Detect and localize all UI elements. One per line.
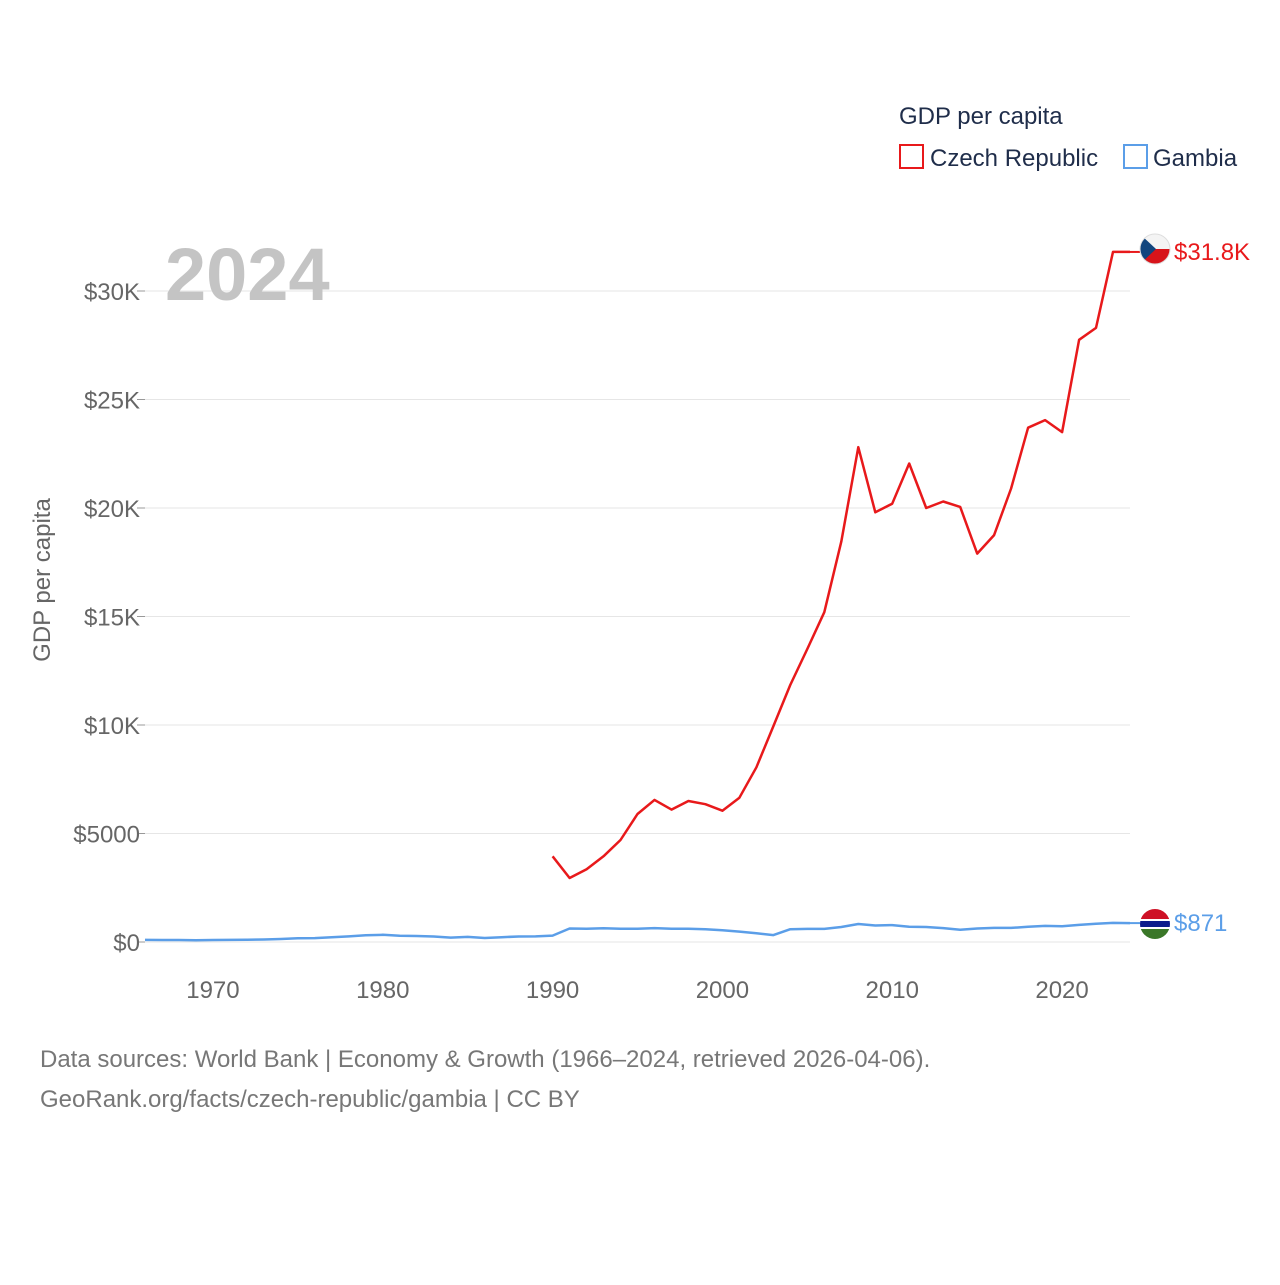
y-tick-label: $25K: [84, 388, 140, 415]
x-tick-label: 2020: [1035, 977, 1088, 1004]
y-tick-label: $15K: [84, 605, 140, 632]
x-tick-label: 2000: [696, 977, 749, 1004]
y-tick-label: $0: [113, 930, 140, 957]
legend-title: GDP per capita: [899, 103, 1063, 130]
y-tick-label: $30K: [84, 279, 140, 306]
end-value-label-czech-republic: $31.8K: [1174, 239, 1250, 266]
series-line-czech-republic[interactable]: [553, 252, 1130, 878]
legend-swatch-gambia: [1124, 145, 1147, 168]
y-axis-title: GDP per capita: [29, 498, 56, 662]
gambia-flag-icon: [1140, 909, 1170, 939]
y-tick-label: $10K: [84, 713, 140, 740]
attribution-link[interactable]: GeoRank.org/facts/czech-republic/gambia …: [40, 1080, 930, 1120]
czech-flag-icon: [1140, 234, 1170, 264]
legend-label-czech-republic: Czech Republic: [930, 145, 1098, 172]
y-tick-label: $5000: [73, 822, 140, 849]
legend-label-gambia: Gambia: [1153, 145, 1238, 172]
y-tick-label: $20K: [84, 496, 140, 523]
x-tick-label: 2010: [866, 977, 919, 1004]
data-source-text: Data sources: World Bank | Economy & Gro…: [40, 1040, 930, 1080]
x-tick-label: 1990: [526, 977, 579, 1004]
end-value-label-gambia: $871: [1174, 910, 1227, 937]
legend-item-czech-republic[interactable]: Czech Republic: [900, 145, 1098, 172]
x-tick-label: 1970: [186, 977, 239, 1004]
x-tick-label: 1980: [356, 977, 409, 1004]
footer: Data sources: World Bank | Economy & Gro…: [40, 1040, 930, 1120]
year-watermark: 2024: [165, 233, 330, 316]
legend: GDP per capita Czech Republic Gambia: [899, 103, 1238, 172]
legend-item-gambia[interactable]: Gambia: [1124, 145, 1238, 172]
series-line-gambia[interactable]: [145, 923, 1130, 940]
legend-swatch-czech-republic: [900, 145, 923, 168]
